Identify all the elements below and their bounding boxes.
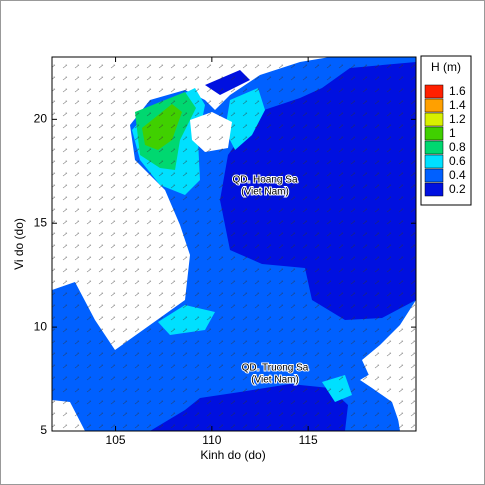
legend-label: 0.6 <box>449 154 466 168</box>
legend-label: 1.6 <box>449 84 466 98</box>
legend-label: 1 <box>449 126 456 140</box>
x-tick-label: 110 <box>202 433 221 447</box>
annotation: (Viet Nam) <box>241 187 289 198</box>
y-tick-label: 10 <box>34 319 48 333</box>
legend-label: 1.4 <box>449 98 466 112</box>
legend-label: 0.8 <box>449 140 466 154</box>
legend-swatch <box>424 182 444 197</box>
map-layer <box>52 57 416 431</box>
legend-title: H (m) <box>431 60 461 74</box>
plot-border <box>51 56 417 432</box>
annotation: (Viet Nam) <box>251 375 299 386</box>
x-axis-label: Kinh do (do) <box>200 448 265 462</box>
legend-swatch <box>424 126 444 141</box>
legend-swatch <box>424 112 444 127</box>
legend-label: 0.4 <box>449 168 466 182</box>
legend-swatch <box>424 154 444 169</box>
legend-label: 1.2 <box>449 112 466 126</box>
legend-swatch <box>424 84 444 99</box>
y-axis-label: Vi do (do) <box>12 218 26 270</box>
x-tick-label: 115 <box>299 433 318 447</box>
annotation: QD. Hoang Sa <box>232 175 297 186</box>
legend-swatch <box>424 168 444 183</box>
legend-swatch <box>424 140 444 155</box>
wave-vectors <box>52 57 416 431</box>
y-tick-label: 15 <box>34 215 48 229</box>
y-tick-label: 20 <box>34 112 48 126</box>
x-tick-label: 105 <box>106 433 126 447</box>
legend-swatch <box>424 98 444 113</box>
y-tick-label: 5 <box>40 423 47 437</box>
legend-label: 0.2 <box>449 182 466 196</box>
annotation: QD. Truong Sa <box>242 363 309 374</box>
